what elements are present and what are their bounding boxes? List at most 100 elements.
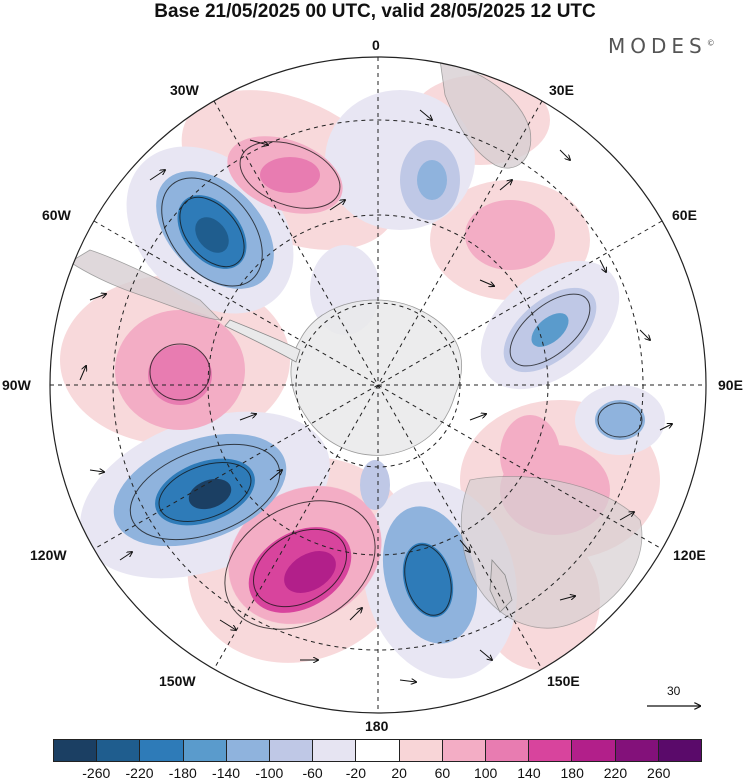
- wind-arrow: [89, 470, 104, 472]
- colorbar-segment: [398, 740, 442, 761]
- colorbar: [53, 739, 702, 762]
- contour-line: [224, 500, 376, 630]
- wind-arrow: [239, 414, 256, 421]
- wind-arrow: [119, 552, 132, 561]
- lon-label-180: 180: [365, 718, 389, 734]
- colorbar-segment: [355, 740, 399, 761]
- wind-arrow: [479, 649, 492, 660]
- wind-arrow: [619, 512, 634, 521]
- south-america-landmass: [69, 249, 222, 321]
- colorbar-segment: [139, 740, 183, 761]
- lon-label-150e: 150E: [547, 673, 580, 689]
- colorbar-segment: [312, 740, 356, 761]
- lon-label-150w: 150W: [159, 673, 196, 689]
- colorbar-tick-label: -140: [212, 765, 241, 781]
- geopotential-contours: [129, 141, 643, 630]
- contour-line: [597, 402, 643, 438]
- lon-label-30w: 30W: [170, 82, 199, 98]
- map-title: Base 21/05/2025 00 UTC, valid 28/05/2025…: [154, 1, 596, 22]
- colorbar-tick-label: -220: [125, 765, 154, 781]
- colorbar-segment: [441, 740, 486, 761]
- wind-arrow: [659, 424, 672, 431]
- wind-arrow: [399, 680, 416, 682]
- positive-anomaly: [500, 415, 560, 495]
- colorbar-tick-label: -180: [168, 765, 197, 781]
- wind-arrow: [479, 279, 494, 286]
- colorbar-tick-label: 180: [560, 765, 584, 781]
- reference-vector-label: 30: [667, 684, 681, 698]
- wind-arrow: [249, 139, 268, 145]
- wind-vectors: [79, 109, 672, 682]
- positive-anomaly: [465, 200, 555, 270]
- negative-core: [531, 313, 569, 347]
- map-border: [49, 56, 707, 714]
- positive-core: [260, 157, 320, 193]
- colorbar-segment: [182, 740, 226, 761]
- colorbar-tick-label: 60: [434, 765, 451, 781]
- lon-label-90w: 90W: [2, 377, 31, 393]
- positive-core: [148, 345, 212, 405]
- contour-line: [149, 343, 211, 401]
- copyright-mark: ©: [706, 38, 715, 48]
- wind-arrow: [349, 608, 362, 621]
- wind-arrow: [329, 200, 345, 211]
- antarctic-peninsula: [224, 319, 301, 363]
- contour-line: [239, 141, 341, 209]
- colorbar-segment: [614, 740, 658, 761]
- colorbar-segment: [571, 740, 615, 761]
- lon-label-120e: 120E: [673, 547, 706, 563]
- wind-arrow: [599, 259, 606, 272]
- colorbar-segment: [528, 740, 572, 761]
- lon-label-0: 0: [372, 37, 380, 53]
- colorbar-segment: [485, 740, 529, 761]
- colorbar-ticks: -260 -220 -180 -140 -100 -60 -20 20 60 100 140 180 2…: [0, 765, 750, 783]
- graticule: [50, 57, 706, 713]
- colorbar-tick-label: -20: [345, 765, 366, 781]
- colorbar-segment: [269, 740, 313, 761]
- negative-core: [402, 542, 454, 618]
- colorbar-tick-label: 260: [647, 765, 671, 781]
- new-zealand-landmass: [489, 559, 513, 613]
- contour-line: [158, 462, 252, 522]
- wind-arrow: [469, 414, 486, 421]
- modes-logo: MODES©: [608, 34, 715, 58]
- wind-arrow: [639, 329, 650, 340]
- africa-landmass: [439, 59, 532, 169]
- wind-arrow: [149, 170, 165, 181]
- wind-arrow: [559, 149, 570, 160]
- contour-line: [129, 443, 281, 541]
- contour-line: [252, 528, 348, 608]
- positive-core: [284, 551, 336, 593]
- wind-arrow: [559, 596, 575, 601]
- wind-arrow: [459, 539, 470, 552]
- wind-arrow: [89, 294, 106, 301]
- meridian-60w-120e: [93, 220, 663, 550]
- colorbar-segment: [54, 740, 97, 761]
- contour-line: [404, 544, 452, 616]
- colorbar-tick-label: 20: [391, 765, 407, 781]
- wind-arrow: [79, 366, 86, 381]
- colorbar-segment: [225, 740, 270, 761]
- contour-line: [161, 177, 263, 287]
- wind-arrow: [219, 619, 236, 630]
- lon-label-90e: 90E: [718, 377, 743, 393]
- colorbar-tick-label: 220: [603, 765, 628, 781]
- negative-anomaly: [595, 400, 645, 440]
- lon-label-30e: 30E: [549, 82, 574, 98]
- meridian-60e-120w: [93, 220, 663, 550]
- negative-core: [195, 217, 229, 253]
- wind-arrow: [419, 109, 432, 120]
- colorbar-tick-label: 140: [517, 765, 541, 781]
- meridian-30e-150w: [213, 100, 543, 670]
- colorbar-segment: [96, 740, 140, 761]
- colorbar-tick-label: -100: [255, 765, 284, 781]
- contour-line: [509, 293, 591, 367]
- lon-label-60w: 60W: [42, 207, 71, 223]
- lon-label-120w: 120W: [30, 547, 67, 563]
- brand-name: MODES: [608, 34, 707, 58]
- meridian-30w-150e: [213, 100, 543, 670]
- wind-arrow: [269, 470, 282, 481]
- negative-core: [188, 478, 232, 510]
- negative-core: [417, 160, 447, 200]
